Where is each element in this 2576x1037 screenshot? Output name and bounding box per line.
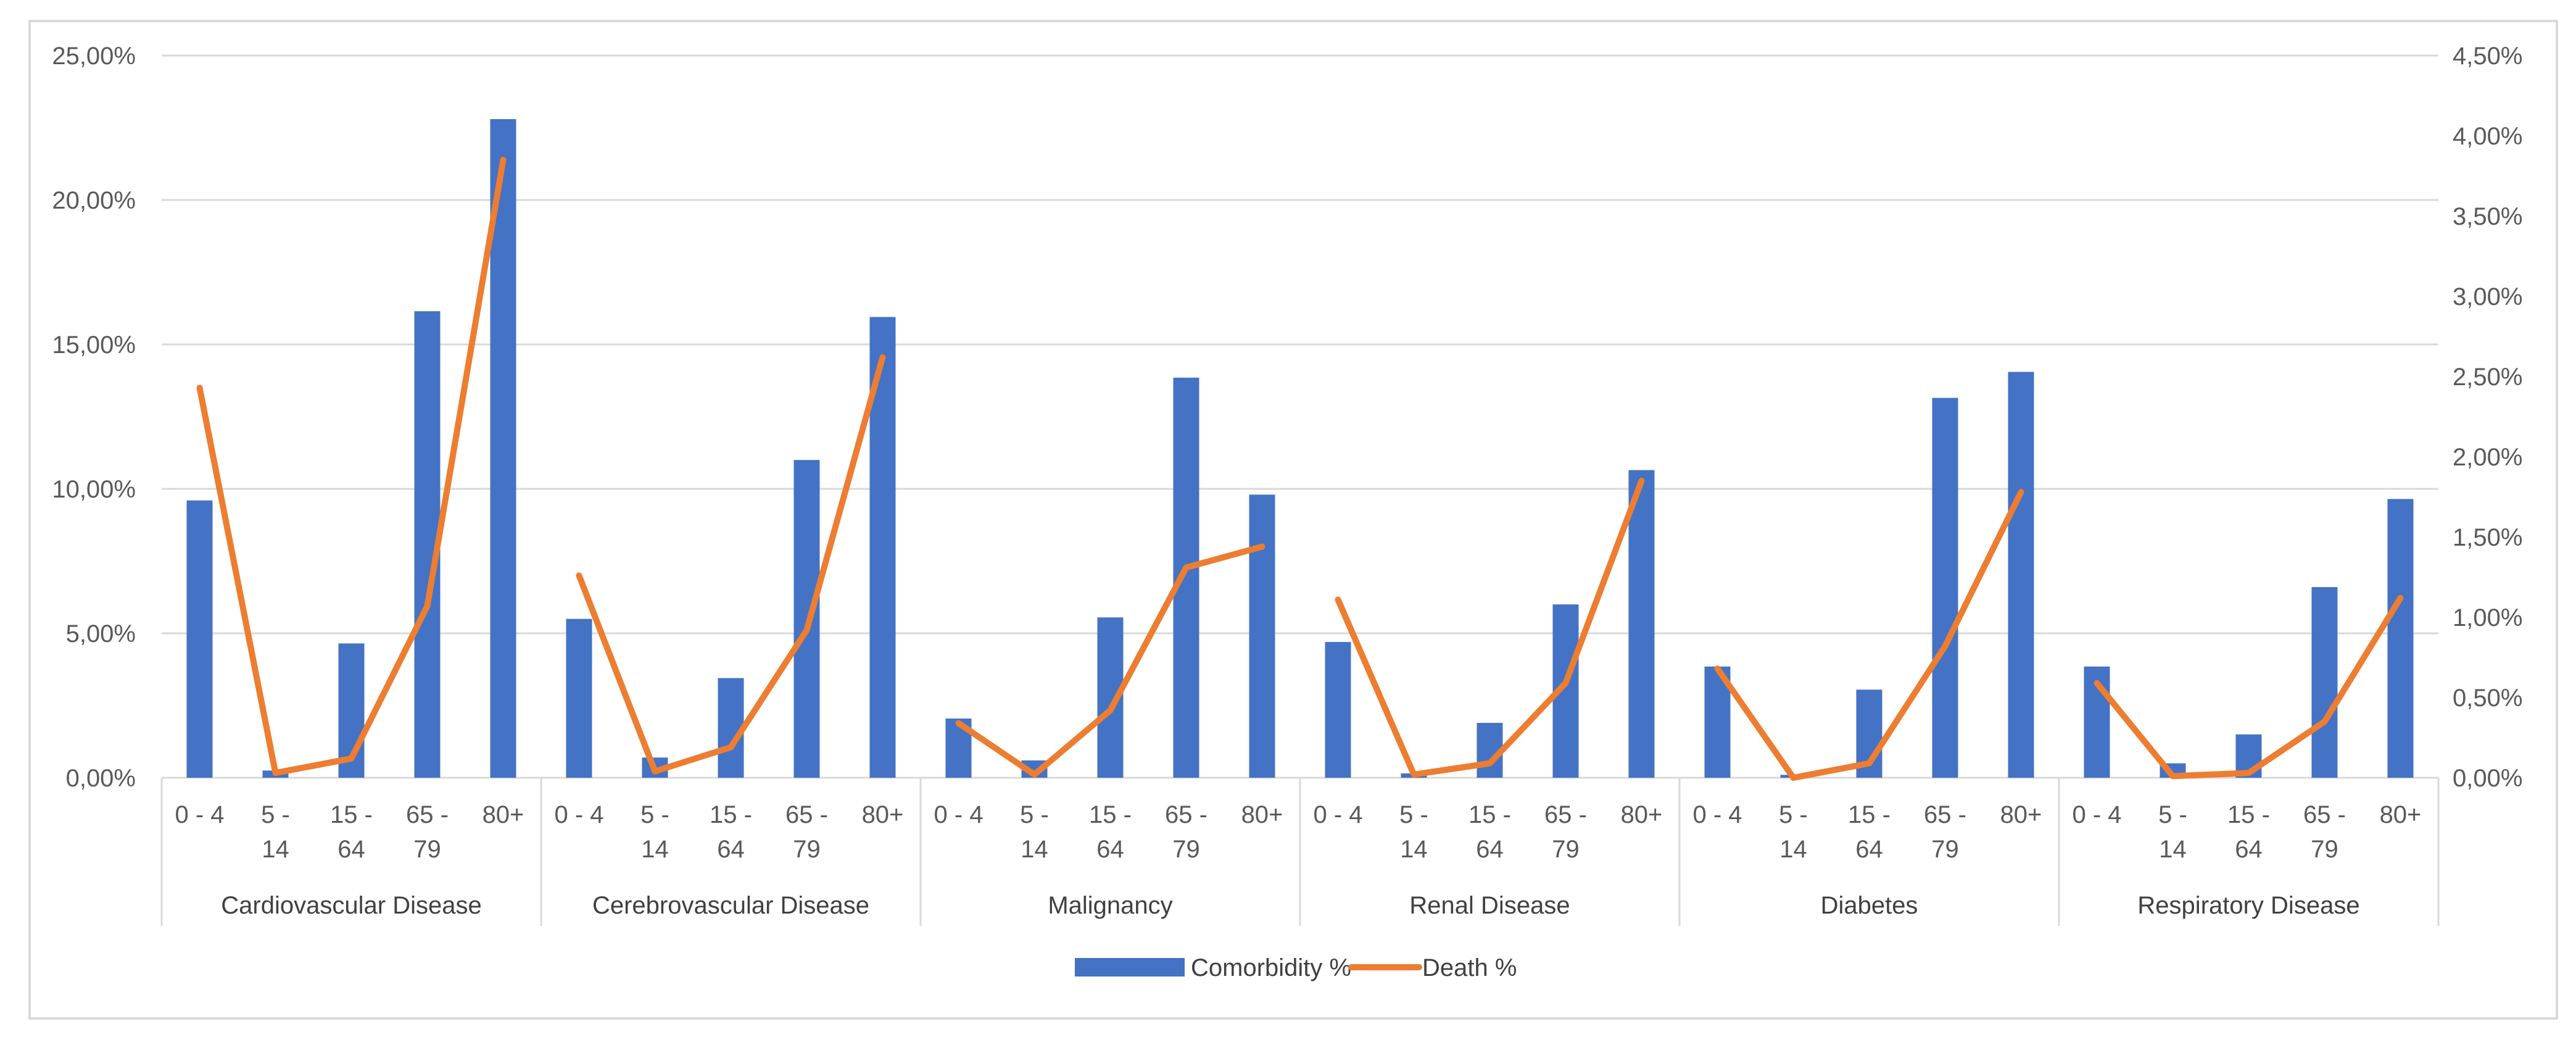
- left-tick-label: 20,00%: [52, 187, 136, 214]
- age-band-label: 80+: [862, 801, 904, 828]
- death-lines: [196, 157, 2404, 781]
- death-line: [1335, 478, 1645, 778]
- age-band-label: 15 -: [2227, 801, 2270, 828]
- age-band-label: 15 -: [710, 801, 752, 828]
- age-band-label: 64: [1096, 836, 1124, 863]
- age-band-label: 64: [1855, 836, 1883, 863]
- comorbidity-bar: [718, 678, 744, 778]
- group-label: Diabetes: [1821, 892, 1918, 919]
- age-band-label: 80+: [482, 801, 524, 828]
- right-tick-label: 0,00%: [2453, 765, 2522, 792]
- age-band-label: 15 -: [1848, 801, 1891, 828]
- age-band-label: 80+: [1621, 801, 1663, 828]
- age-band-label: 15 -: [1468, 801, 1511, 828]
- age-band-label: 15 -: [1089, 801, 1132, 828]
- left-tick-label: 15,00%: [52, 331, 136, 359]
- legend: Comorbidity % Death %: [1075, 954, 1517, 981]
- right-tick-label: 4,50%: [2453, 43, 2522, 70]
- comorbidity-bar: [2387, 499, 2414, 778]
- age-band-label: 65 -: [406, 801, 449, 828]
- group-label: Malignancy: [1048, 892, 1172, 919]
- death-line: [955, 543, 1265, 778]
- comorbidity-bar: [1932, 398, 1958, 778]
- age-band-label: 79: [1931, 836, 1959, 863]
- age-band-label: 0 - 4: [1692, 801, 1742, 828]
- left-tick-label: 25,00%: [52, 43, 136, 70]
- age-band-label: 14: [1779, 836, 1807, 863]
- age-band-label: 14: [262, 836, 289, 863]
- right-tick-label: 2,00%: [2453, 444, 2522, 471]
- legend-comorbidity-swatch: [1075, 958, 1185, 977]
- right-y-axis: 0,00% 0,50% 1,00% 1,50% 2,00% 2,50% 3,00% 3,50%…: [2453, 43, 2522, 792]
- right-tick-label: 0,50%: [2453, 685, 2522, 712]
- comorbidity-bar: [1325, 642, 1351, 778]
- age-band-label: 79: [413, 836, 441, 863]
- age-band-label: 5 -: [1020, 801, 1049, 828]
- comorbidity-bar: [2311, 587, 2338, 778]
- age-band-label: 5 -: [2158, 801, 2187, 828]
- legend-death-label: Death %: [1422, 954, 1517, 981]
- comorbidity-bars: [186, 119, 2414, 778]
- age-band-label: 80+: [2380, 801, 2422, 828]
- age-band-label: 79: [1172, 836, 1200, 863]
- age-band-label: 65 -: [785, 801, 828, 828]
- age-band-label: 0 - 4: [934, 801, 983, 828]
- comorbidity-bar: [2008, 372, 2034, 778]
- age-band-label: 64: [2235, 836, 2263, 863]
- age-band-label: 64: [1476, 836, 1504, 863]
- death-line: [2094, 594, 2404, 780]
- age-band-label: 65 -: [1924, 801, 1966, 828]
- age-band-label: 64: [338, 836, 365, 863]
- group-label: Renal Disease: [1409, 892, 1570, 919]
- chart-frame: [28, 20, 2558, 1020]
- right-tick-label: 3,50%: [2453, 203, 2522, 230]
- age-band-label: 64: [717, 836, 745, 863]
- comorbidity-bar: [566, 618, 592, 778]
- x-axis: 0 - 4 5 - 14 15 - 64 65 - 79 80+ Cardiovascular …: [160, 778, 2440, 926]
- age-band-label: 5 -: [261, 801, 290, 828]
- group-label: Cerebrovascular Disease: [592, 892, 869, 919]
- comorbidity-bar: [1628, 470, 1655, 778]
- comorbidity-bar: [1173, 377, 1199, 778]
- age-band-label: 0 - 4: [554, 801, 603, 828]
- right-tick-label: 1,50%: [2453, 524, 2522, 551]
- left-tick-label: 0,00%: [66, 765, 136, 792]
- left-tick-label: 5,00%: [66, 620, 136, 648]
- age-band-label: 79: [793, 836, 821, 863]
- age-band-label: 65 -: [1544, 801, 1587, 828]
- age-band-label: 79: [2311, 836, 2338, 863]
- right-tick-label: 1,00%: [2453, 604, 2522, 631]
- age-band-label: 79: [1552, 836, 1580, 863]
- age-band-label: 14: [2159, 836, 2187, 863]
- age-band-label: 65 -: [2303, 801, 2346, 828]
- right-tick-label: 2,50%: [2453, 364, 2522, 391]
- death-line: [1714, 489, 2024, 781]
- death-line: [576, 354, 886, 775]
- age-band-label: 14: [1021, 836, 1048, 863]
- left-y-axis: 0,00% 5,00% 10,00% 15,00% 20,00% 25,00%: [52, 43, 136, 792]
- left-tick-label: 10,00%: [52, 476, 136, 503]
- age-band-label: 5 -: [1399, 801, 1428, 828]
- age-band-label: 14: [1400, 836, 1428, 863]
- age-band-label: 80+: [2000, 801, 2042, 828]
- right-tick-label: 3,00%: [2453, 283, 2522, 310]
- age-band-label: 15 -: [330, 801, 373, 828]
- death-line: [196, 157, 507, 777]
- age-band-label: 80+: [1241, 801, 1283, 828]
- age-band-label: 65 -: [1165, 801, 1207, 828]
- age-band-label: 0 - 4: [175, 801, 224, 828]
- age-band-label: 5 -: [640, 801, 669, 828]
- age-band-label: 14: [641, 836, 669, 863]
- age-band-label: 0 - 4: [1313, 801, 1362, 828]
- comorbidity-bar: [186, 500, 213, 778]
- legend-comorbidity-label: Comorbidity %: [1191, 954, 1351, 981]
- age-band-label: 5 -: [1779, 801, 1808, 828]
- age-band-label: 0 - 4: [2072, 801, 2121, 828]
- group-label: Cardiovascular Disease: [221, 892, 481, 919]
- right-tick-label: 4,00%: [2453, 123, 2522, 150]
- group-label: Respiratory Disease: [2137, 892, 2359, 919]
- comorbidity-bar: [1249, 494, 1275, 778]
